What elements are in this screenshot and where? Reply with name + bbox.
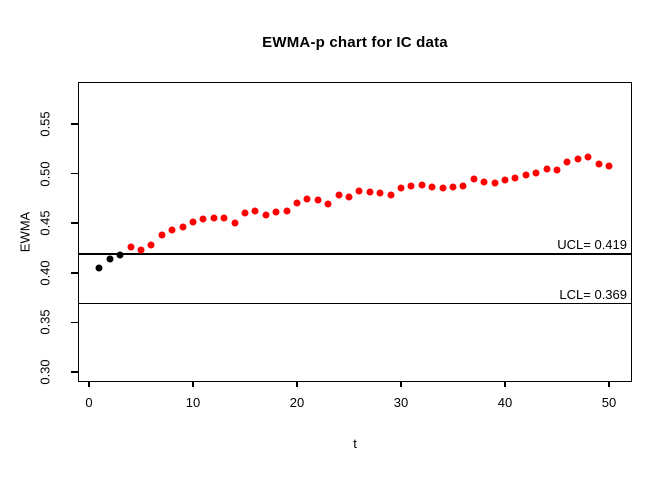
data-point-out-of-control	[137, 246, 145, 254]
data-point-out-of-control	[439, 184, 447, 192]
ucl-line	[78, 253, 632, 255]
data-point-out-of-control	[532, 169, 540, 177]
data-point-out-of-control	[335, 191, 343, 199]
y-tick-label: 0.30	[37, 359, 53, 385]
data-point-out-of-control	[210, 214, 218, 222]
y-tick-label: 0.35	[37, 309, 53, 336]
y-tick-mark	[71, 371, 78, 373]
data-point-out-of-control	[158, 231, 166, 239]
data-point-out-of-control	[470, 175, 478, 183]
x-tick-label: 20	[289, 395, 305, 410]
data-point-in-control	[95, 264, 103, 272]
data-point-out-of-control	[574, 155, 582, 163]
data-point-out-of-control	[303, 195, 311, 203]
data-point-out-of-control	[501, 176, 509, 184]
x-tick-mark	[608, 381, 610, 387]
ucl-label: UCL= 0.419	[557, 236, 627, 252]
x-tick-mark	[296, 381, 298, 387]
data-point-out-of-control	[220, 214, 228, 222]
data-point-out-of-control	[376, 189, 384, 197]
data-point-out-of-control	[543, 165, 551, 173]
data-point-out-of-control	[241, 209, 249, 217]
y-tick-label: 0.55	[37, 111, 53, 137]
data-point-out-of-control	[314, 196, 322, 204]
data-point-out-of-control	[251, 207, 259, 215]
x-tick-label: 0	[85, 395, 93, 410]
data-point-out-of-control	[418, 181, 426, 188]
x-tick-mark	[400, 381, 402, 387]
data-point-out-of-control	[355, 187, 363, 195]
x-tick-mark	[192, 381, 194, 387]
data-point-out-of-control	[595, 160, 603, 168]
y-tick-mark	[71, 321, 78, 324]
y-tick-mark	[71, 272, 78, 274]
data-point-out-of-control	[605, 162, 613, 170]
data-point-out-of-control	[480, 178, 488, 186]
y-tick-mark	[71, 222, 78, 224]
data-point-in-control	[116, 251, 124, 259]
y-tick-mark	[71, 123, 78, 125]
data-point-out-of-control	[231, 219, 239, 227]
data-point-out-of-control	[522, 171, 530, 179]
x-tick-label: 30	[393, 395, 409, 410]
data-point-out-of-control	[179, 223, 187, 231]
y-tick-label: 0.40	[37, 260, 53, 286]
data-point-out-of-control	[459, 182, 467, 189]
data-point-out-of-control	[127, 243, 135, 251]
data-point-out-of-control	[387, 191, 395, 199]
data-point-out-of-control	[397, 184, 405, 192]
data-point-out-of-control	[147, 241, 155, 249]
plot-area-border	[78, 82, 632, 382]
lcl-line	[78, 302, 632, 305]
y-tick-label: 0.50	[37, 160, 53, 187]
data-point-out-of-control	[293, 199, 301, 207]
data-point-out-of-control	[168, 226, 176, 234]
data-point-out-of-control	[553, 166, 561, 174]
data-point-out-of-control	[366, 188, 374, 196]
data-point-out-of-control	[272, 208, 280, 216]
x-tick-label: 10	[185, 395, 201, 410]
x-axis-label: t	[353, 436, 357, 451]
x-tick-label: 40	[497, 395, 513, 410]
data-point-out-of-control	[563, 158, 571, 166]
data-point-out-of-control	[491, 179, 499, 187]
x-tick-label: 50	[601, 395, 617, 410]
data-point-out-of-control	[189, 218, 197, 226]
data-point-out-of-control	[511, 174, 519, 182]
data-point-out-of-control	[283, 207, 291, 215]
y-axis-label: EWMA	[17, 211, 33, 253]
chart-title: EWMA-p chart for IC data	[262, 34, 448, 51]
y-tick-mark	[71, 172, 78, 175]
data-point-out-of-control	[345, 193, 353, 201]
data-point-out-of-control	[262, 211, 270, 219]
y-tick-label: 0.45	[37, 210, 53, 236]
data-point-in-control	[106, 255, 114, 263]
data-point-out-of-control	[449, 183, 457, 191]
lcl-label: LCL= 0.369	[559, 286, 627, 302]
x-tick-mark	[504, 381, 506, 387]
data-point-out-of-control	[428, 183, 436, 191]
data-point-out-of-control	[584, 153, 592, 161]
data-point-out-of-control	[407, 182, 415, 190]
x-tick-mark	[88, 381, 90, 387]
data-point-out-of-control	[199, 215, 207, 223]
data-point-out-of-control	[324, 200, 332, 208]
